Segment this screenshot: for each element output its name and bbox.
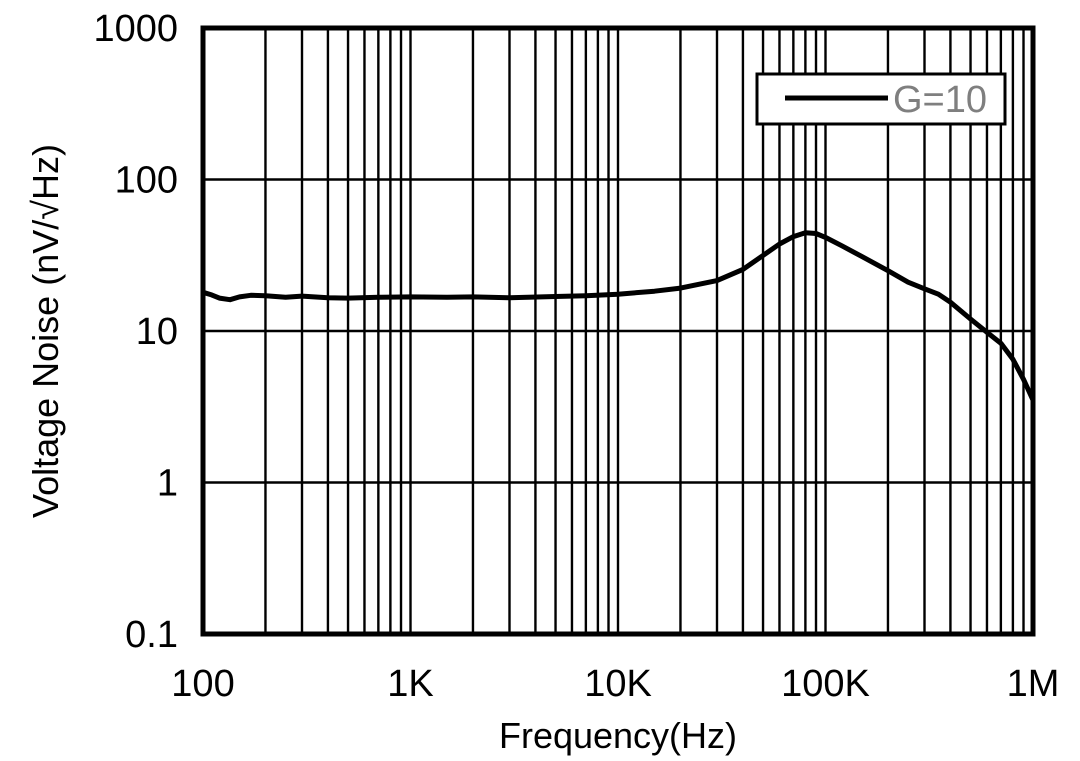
y-tick-label: 100 <box>115 160 178 202</box>
y-tick-label: 0.1 <box>125 614 178 656</box>
x-tick-label: 100 <box>171 663 234 705</box>
x-tick-label: 1M <box>1007 663 1060 705</box>
y-tick-label: 1 <box>157 463 178 505</box>
y-axis-title: Voltage Noise (nV/√Hz) <box>25 144 66 518</box>
legend-label: G=10 <box>893 79 987 121</box>
y-tick-label: 1000 <box>93 8 178 50</box>
x-tick-label: 100K <box>781 663 870 705</box>
y-tick-labels: 0.1 1 10 100 1000 <box>93 8 178 656</box>
x-tick-label: 1K <box>387 663 433 705</box>
y-tick-label: 10 <box>136 311 178 353</box>
x-axis-title: Frequency(Hz) <box>499 715 737 756</box>
plot-border <box>200 25 1036 637</box>
series-layer <box>200 230 1036 403</box>
x-tick-label: 10K <box>584 663 652 705</box>
legend: G=10 <box>755 72 1007 126</box>
series-line <box>200 230 1036 403</box>
x-tick-labels: 100 1K 10K 100K 1M <box>171 663 1059 705</box>
